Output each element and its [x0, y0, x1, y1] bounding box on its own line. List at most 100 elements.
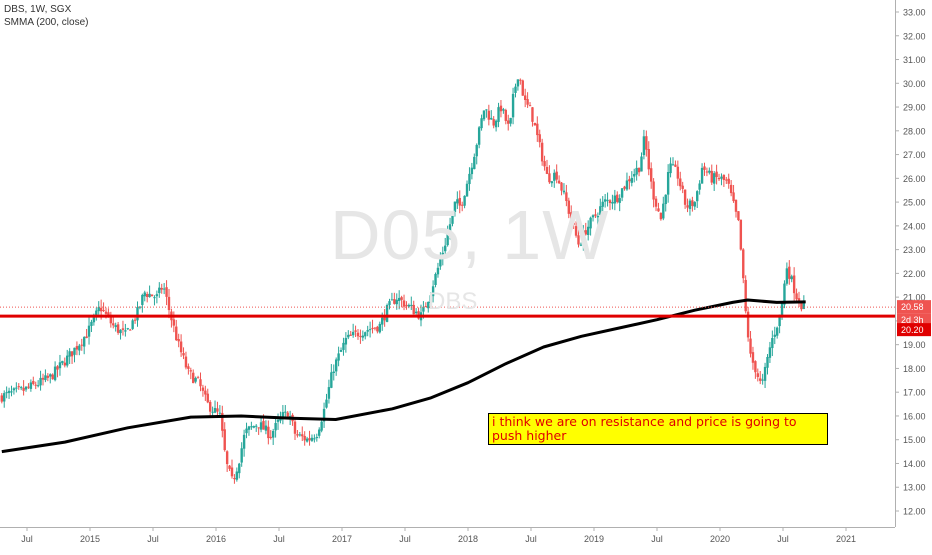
candle-body [0, 395, 3, 402]
candle-body [727, 178, 730, 184]
candle-body [255, 425, 258, 427]
x-tick-label: Jul [777, 534, 789, 544]
candle-body [68, 351, 71, 357]
candle-body [746, 311, 750, 338]
candle-body [715, 171, 718, 178]
candle-body [82, 337, 86, 347]
candle-body [742, 249, 745, 279]
candle-body [645, 136, 648, 150]
candle-body [177, 339, 180, 342]
candle-body [582, 230, 585, 244]
y-tick-label: 16.00 [903, 411, 926, 421]
symbol-watermark: D05, 1W [330, 196, 610, 274]
candle-body [308, 438, 311, 441]
y-tick-label: 28.00 [903, 126, 926, 136]
candle-body [519, 79, 522, 81]
indicator-legend[interactable]: SMMA (200, close) [4, 17, 89, 28]
price-axis-panel[interactable] [895, 0, 932, 550]
candle-body [477, 127, 481, 145]
candle-body [233, 477, 236, 480]
candle-body [385, 305, 389, 322]
candle-body [371, 327, 374, 329]
smma-line[interactable] [1, 298, 806, 454]
candle-body [201, 387, 205, 391]
candle-body [80, 344, 83, 346]
candle-body [550, 181, 554, 184]
candle-body [400, 297, 403, 300]
candle-body [114, 325, 117, 328]
candle-body [642, 136, 646, 156]
candle-body [136, 307, 139, 321]
candle-body [649, 168, 653, 182]
candle-body [611, 202, 614, 204]
candle-body [540, 142, 544, 162]
candle-body [710, 170, 713, 183]
candle-body [199, 379, 202, 387]
candle-body [332, 371, 335, 373]
candle-body [184, 356, 188, 368]
candle-body [221, 412, 224, 431]
candle-body [284, 411, 287, 413]
candle-body [523, 95, 527, 100]
y-tick-label: 25.00 [903, 198, 926, 208]
candle-body [536, 123, 539, 136]
candle-body [778, 314, 781, 327]
candle-body [121, 328, 125, 330]
candle-body [470, 167, 474, 175]
candle-body [347, 334, 350, 338]
candle-body [213, 408, 217, 413]
candle-body [405, 304, 408, 306]
candle-body [407, 304, 411, 307]
candle-body [482, 110, 486, 120]
candle-body [504, 109, 507, 121]
candle-body [567, 200, 570, 214]
candle-body [589, 217, 592, 229]
candle-body [90, 321, 93, 326]
candle-body [531, 107, 534, 122]
candle-body [577, 235, 580, 245]
candle-body [511, 93, 515, 118]
y-tick-label: 32.00 [903, 31, 926, 41]
candle-body [12, 388, 16, 391]
candle-body [570, 212, 573, 222]
candle-body [107, 312, 110, 317]
candle-body [138, 306, 142, 308]
candle-body [24, 386, 28, 390]
candle-body [56, 366, 59, 370]
candle-body [703, 166, 706, 170]
y-tick-label: 18.00 [903, 364, 926, 374]
candle-body [431, 286, 435, 297]
y-tick-label: 23.00 [903, 245, 926, 255]
candle-body [737, 211, 740, 221]
candle-body [41, 377, 45, 380]
candle-body [490, 117, 493, 120]
candle-body [557, 180, 561, 184]
candle-body [608, 200, 612, 204]
y-tick-label: 15.00 [903, 435, 926, 445]
candle-body [22, 387, 25, 391]
candle-body [395, 299, 398, 305]
candle-body [342, 342, 345, 350]
x-tick-label: 2017 [332, 534, 352, 544]
candle-body [652, 181, 655, 200]
candle-body [669, 163, 672, 174]
candle-body [768, 347, 772, 358]
annotation-note[interactable]: i think we are on resistance and price i… [488, 413, 828, 445]
candle-body [216, 408, 219, 412]
x-tick-label: Jul [399, 534, 411, 544]
candle-body [97, 307, 100, 312]
candle-body [427, 301, 430, 309]
candle-body [85, 336, 88, 338]
candle-body [364, 332, 367, 337]
candle-body [143, 292, 146, 297]
candle-body [349, 334, 352, 336]
candle-body [734, 199, 738, 212]
candle-body [46, 375, 50, 378]
candle-body [208, 401, 212, 412]
candle-body [790, 276, 793, 280]
candle-body [800, 303, 803, 310]
candle-body [705, 171, 709, 173]
candle-body [579, 244, 583, 246]
